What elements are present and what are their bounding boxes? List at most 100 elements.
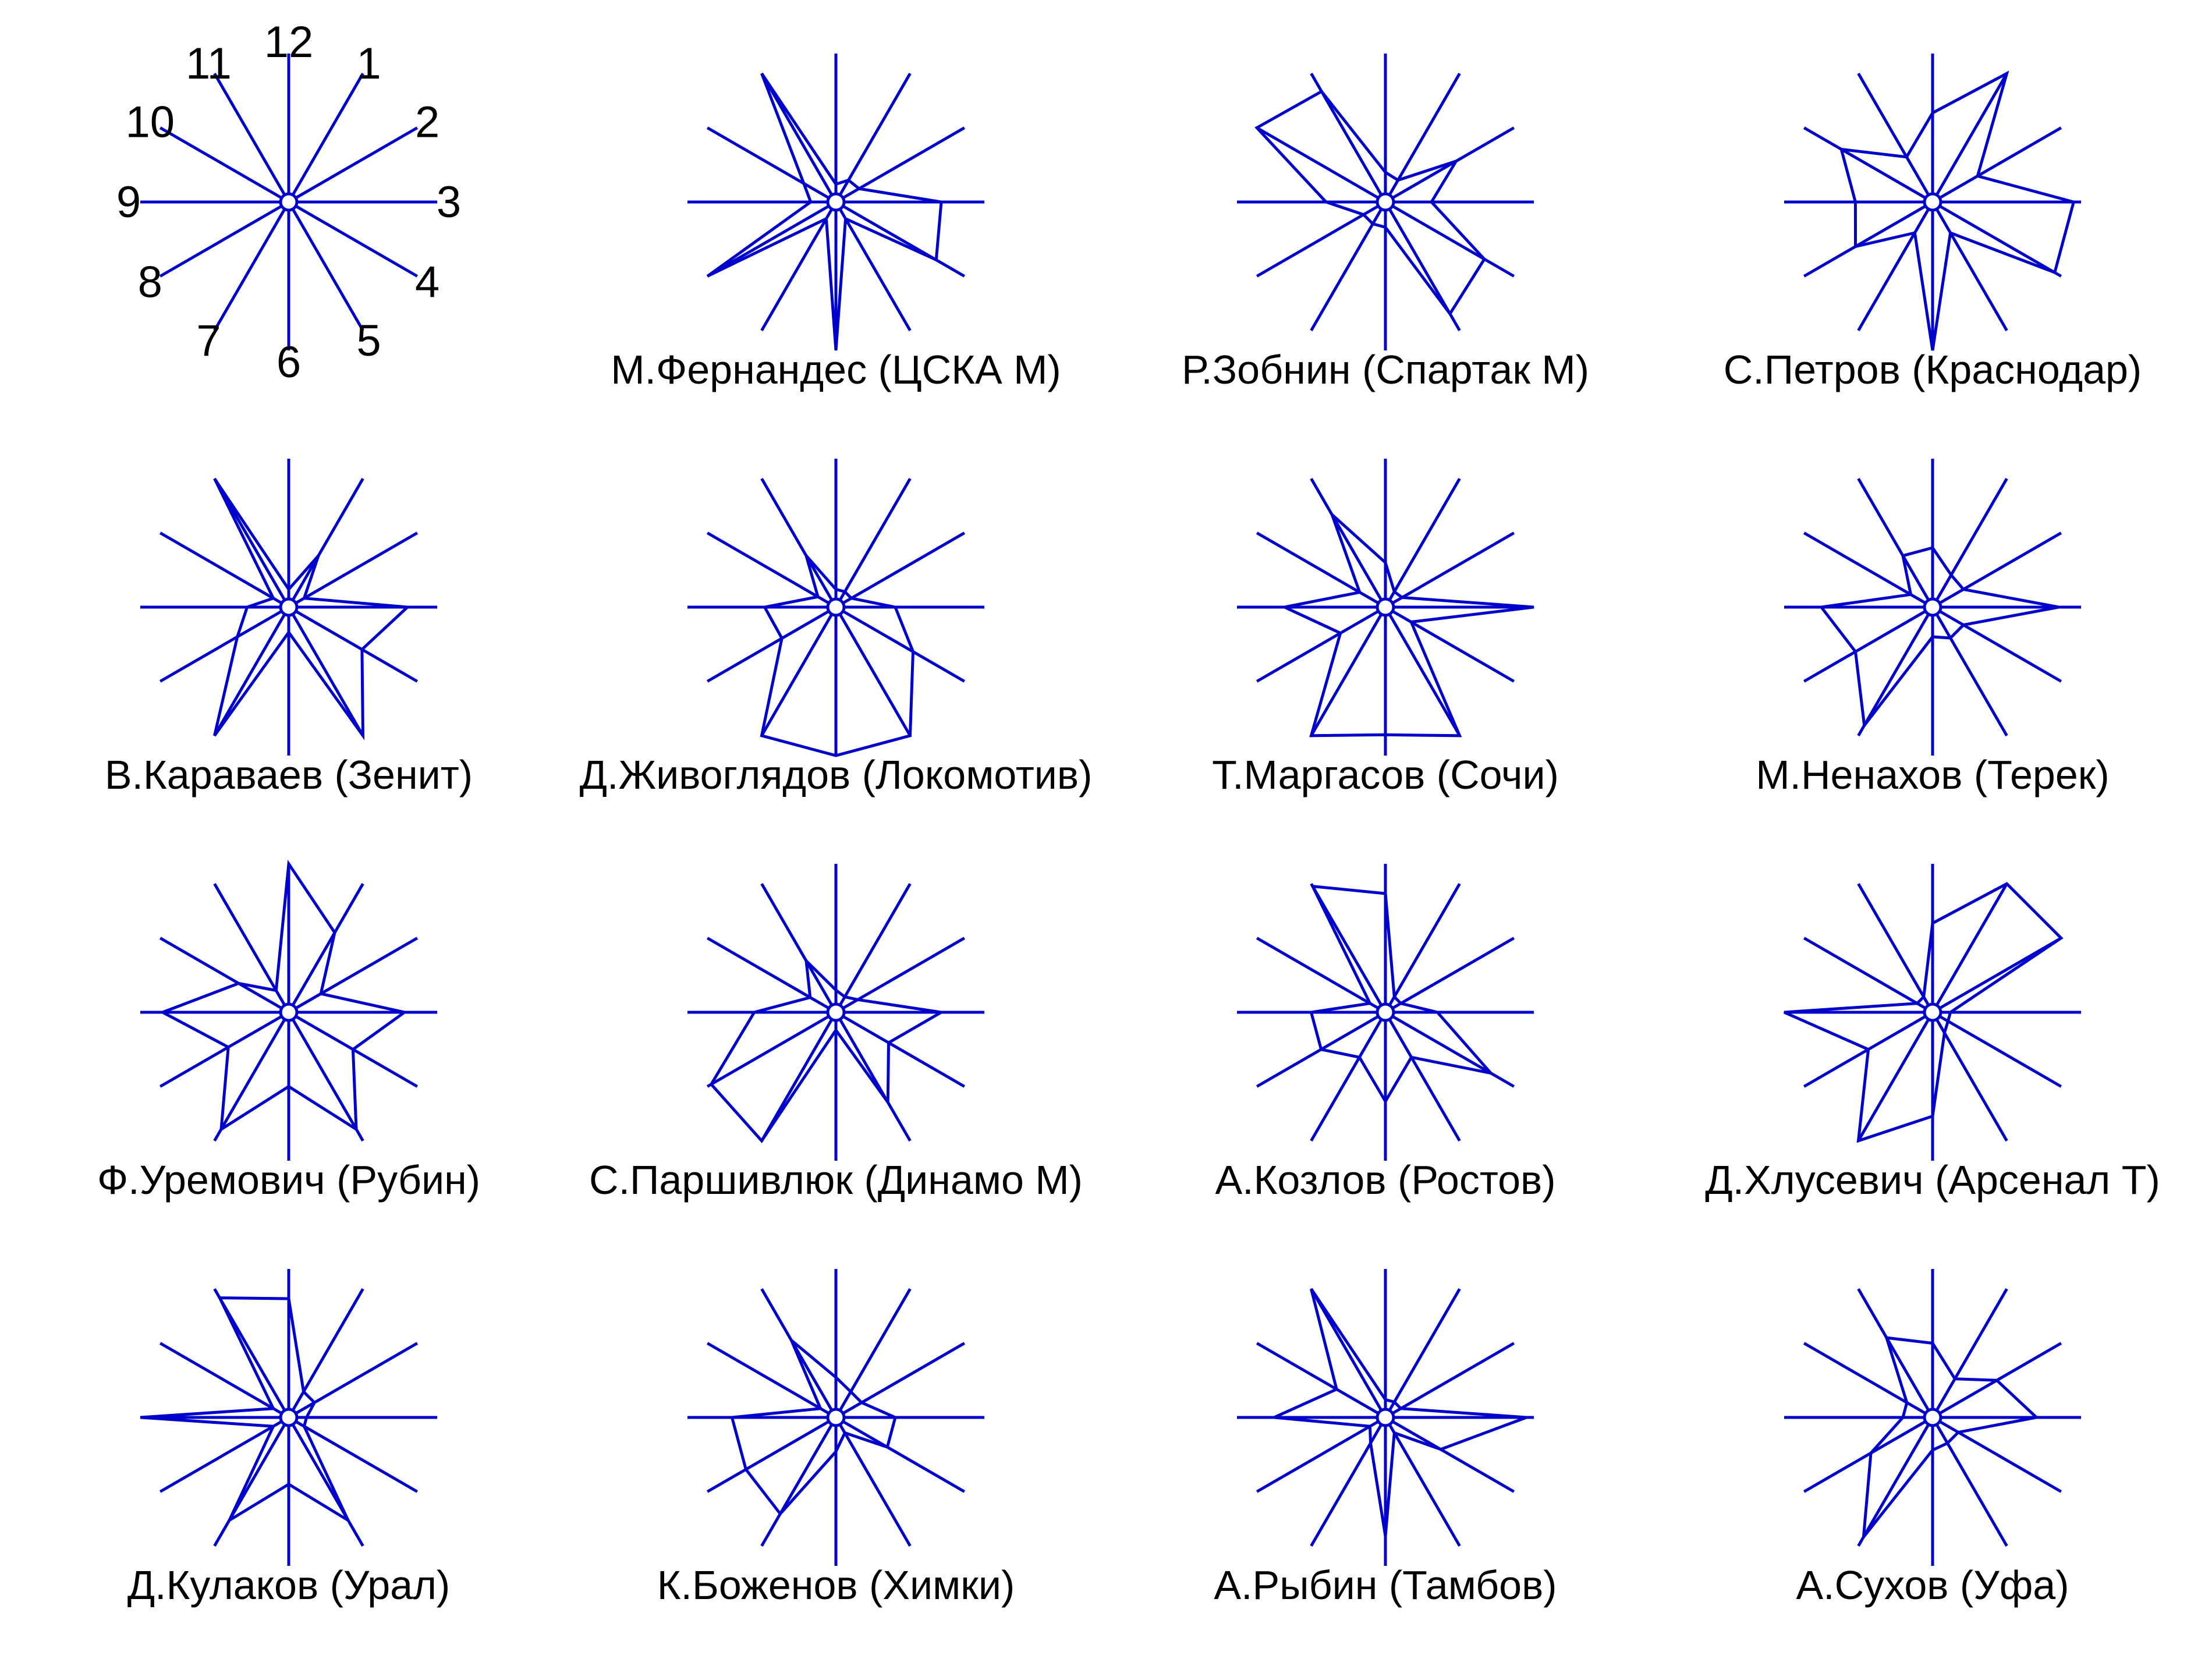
chart-spoke-1	[1384, 72, 1461, 203]
star-profile	[1309, 884, 1495, 1104]
chart-spoke-11	[1310, 1288, 1387, 1419]
chart-spoke-7	[1310, 201, 1387, 332]
star-profile	[1279, 513, 1534, 738]
chart-hub	[1923, 1408, 1942, 1427]
player-label: А.Рыбин (Тамбов)	[1214, 1562, 1557, 1608]
key-direction-label: 6	[276, 338, 301, 387]
player-label: М.Фернандес (ЦСКА М)	[611, 347, 1061, 392]
chart-spoke-4	[835, 605, 966, 683]
chart-spoke-4	[1931, 200, 2062, 278]
star-chart: А.Козлов (Ростов)	[1215, 864, 1556, 1203]
star-chart: М.Фернандес (ЦСКА М)	[611, 54, 1061, 392]
chart-spoke-8	[1256, 200, 1387, 278]
chart-spoke-4	[288, 605, 419, 683]
key-spoke-7	[213, 201, 290, 332]
star-profile	[1783, 882, 2064, 1143]
chart-spoke-11	[1857, 882, 1934, 1013]
chart-spoke-5	[1931, 1416, 2008, 1547]
player-label: Д.Живоглядов (Локомотив)	[580, 752, 1093, 797]
chart-spoke-7	[213, 1011, 290, 1142]
key-spoke-8	[159, 200, 290, 278]
star-chart: Д.Хлусевич (Арсенал Т)	[1705, 864, 2160, 1203]
star-profile	[213, 477, 411, 740]
chart-spoke-10	[1803, 531, 1934, 609]
chart-spoke-10	[1256, 1342, 1387, 1419]
star-profile	[140, 1296, 352, 1525]
chart-spoke-2	[1931, 126, 2062, 204]
chart-hub	[1923, 1002, 1942, 1022]
player-label: Д.Хлусевич (Арсенал Т)	[1705, 1157, 2160, 1203]
key-direction-label: 4	[415, 258, 439, 307]
chart-spoke-4	[1384, 1011, 1515, 1088]
chart-spoke-8	[706, 1011, 837, 1088]
chart-spoke-11	[1857, 1288, 1934, 1419]
chart-hub	[1376, 1002, 1395, 1022]
chart-spoke-11	[1857, 72, 1934, 203]
chart-spoke-10	[706, 531, 837, 609]
chart-hub	[1376, 192, 1395, 212]
chart-spoke-5	[1384, 606, 1461, 737]
chart-spoke-2	[835, 126, 966, 204]
chart-spoke-5	[834, 606, 912, 737]
star-chart: В.Караваев (Зенит)	[105, 459, 473, 797]
chart-spoke-10	[1256, 531, 1387, 609]
star-profile	[730, 1339, 897, 1516]
chart-spoke-2	[288, 937, 419, 1014]
star-chart: А.Рыбин (Тамбов)	[1214, 1269, 1557, 1608]
chart-spoke-1	[834, 1288, 912, 1419]
chart-spoke-5	[1384, 1416, 1461, 1547]
star-chart: М.Ненахов (Терек)	[1756, 459, 2110, 797]
chart-spoke-8	[706, 605, 837, 683]
star-profile	[706, 72, 943, 351]
key-direction-label: 5	[356, 316, 381, 366]
chart-spoke-11	[1310, 882, 1387, 1013]
key-spoke-5	[287, 201, 364, 332]
chart-spoke-10	[706, 937, 837, 1014]
key-direction-label: 12	[264, 17, 314, 67]
chart-spoke-2	[1384, 531, 1515, 609]
star-profile	[1818, 546, 2059, 729]
chart-spoke-8	[1803, 1416, 1934, 1493]
chart-spoke-10	[1256, 126, 1387, 204]
chart-spoke-1	[1384, 477, 1461, 608]
chart-spoke-8	[1803, 200, 1934, 278]
key-direction-label: 8	[138, 258, 162, 307]
chart-hub	[1376, 1408, 1395, 1427]
chart-spoke-8	[1256, 1416, 1387, 1493]
chart-spoke-7	[1857, 1011, 1934, 1142]
chart-spoke-10	[1803, 126, 1934, 204]
chart-hub	[826, 1002, 846, 1022]
player-label: К.Боженов (Химки)	[657, 1562, 1015, 1608]
key-hub	[279, 192, 299, 212]
chart-spoke-4	[835, 1011, 966, 1088]
chart-spoke-1	[834, 72, 912, 203]
key-direction-label: 2	[415, 98, 439, 147]
star-profile	[1862, 1336, 2040, 1542]
chart-spoke-7	[1310, 1416, 1387, 1547]
chart-hub	[826, 597, 846, 617]
chart-spoke-11	[213, 882, 290, 1013]
chart-hub	[826, 1408, 846, 1427]
star-chart: Ф.Уремович (Рубин)	[97, 859, 480, 1203]
chart-spoke-5	[834, 1011, 912, 1142]
key-direction-label: 1	[356, 39, 381, 88]
chart-spoke-10	[159, 531, 290, 609]
chart-spoke-2	[835, 937, 966, 1014]
chart-spoke-11	[760, 1288, 838, 1419]
chart-spoke-8	[159, 1416, 290, 1493]
chart-spoke-5	[1384, 1011, 1461, 1142]
player-label: С.Петров (Краснодар)	[1724, 347, 2142, 392]
chart-spoke-2	[1384, 1342, 1515, 1419]
chart-spoke-10	[706, 126, 837, 204]
chart-hub	[826, 192, 846, 212]
chart-spoke-7	[213, 606, 290, 737]
star-profile	[760, 555, 915, 757]
player-label: Р.Зобнин (Спартак М)	[1182, 347, 1589, 392]
chart-spoke-8	[159, 1011, 290, 1088]
chart-spoke-11	[760, 882, 838, 1013]
star-profile	[159, 859, 408, 1132]
key-spoke-1	[287, 72, 364, 203]
player-label: В.Караваев (Зенит)	[105, 752, 473, 797]
chart-spoke-4	[835, 1416, 966, 1493]
